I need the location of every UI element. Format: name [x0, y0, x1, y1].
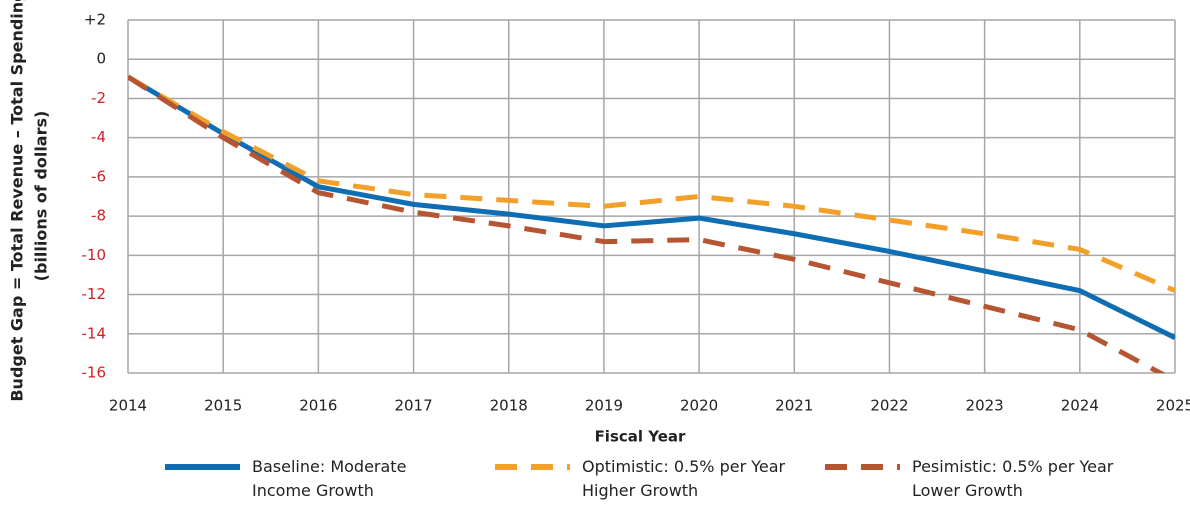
chart: Fiscal Year Budget Gap = Total Revenue –… [8, 0, 1190, 446]
series-line [128, 74, 1175, 293]
y-tick-label: -4 [91, 128, 106, 146]
x-tick-label: 2016 [299, 397, 337, 415]
x-tick-label: 2025 [1156, 397, 1190, 415]
x-tick-label: 2020 [680, 397, 718, 415]
x-tick-label: 2017 [394, 397, 432, 415]
legend-swatch [165, 464, 240, 470]
y-tick-label: -12 [82, 285, 107, 303]
y-tick-label: -14 [82, 324, 107, 342]
series-line [128, 74, 1166, 373]
y-tick-label: -6 [91, 167, 106, 185]
x-tick-label: 2018 [490, 397, 528, 415]
x-tick-label: 2024 [1061, 397, 1099, 415]
x-axis-label: Fiscal Year [595, 428, 686, 446]
x-tick-label: 2022 [870, 397, 908, 415]
y-tick-label: 0 [96, 50, 106, 68]
y-tick-label: -16 [82, 364, 107, 382]
legend-label: Baseline: Moderate Income Growth [252, 457, 407, 500]
y-axis-label: Budget Gap = Total Revenue – Total Spend… [8, 0, 27, 402]
legend-swatch [825, 464, 900, 470]
y-tick-label: -10 [82, 246, 107, 264]
legend-item: Optimistic: 0.5% per Year Higher Growth [495, 455, 797, 503]
legend-item: Pesimistic: 0.5% per Year Lower Growth [825, 455, 1127, 503]
y-axis-label: (billions of dollars) [32, 111, 51, 282]
x-tick-label: 2015 [204, 397, 242, 415]
x-tick-label: 2021 [775, 397, 813, 415]
plot-lines [128, 74, 1175, 373]
legend-swatch [495, 464, 570, 470]
y-tick-label: -8 [91, 207, 106, 225]
series-line [128, 74, 1175, 340]
legend-item: Baseline: Moderate Income Growth [165, 455, 422, 503]
legend-label: Optimistic: 0.5% per Year Higher Growth [582, 457, 786, 500]
y-tick-label: -2 [91, 89, 106, 107]
legend-label: Pesimistic: 0.5% per Year Lower Growth [912, 457, 1114, 500]
x-tick-label: 2014 [109, 397, 147, 415]
y-tick-label: +2 [84, 11, 106, 29]
x-tick-label: 2019 [585, 397, 623, 415]
x-tick-label: 2023 [966, 397, 1004, 415]
